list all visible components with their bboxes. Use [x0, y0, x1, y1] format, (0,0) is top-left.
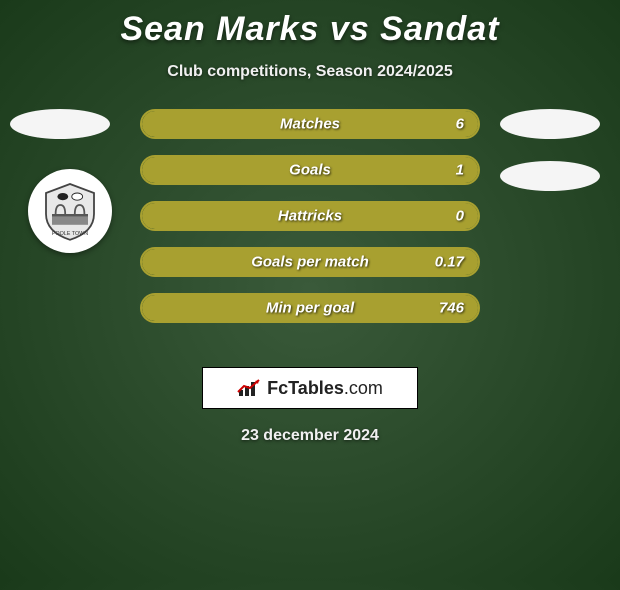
stat-bar-value: 6	[456, 116, 464, 133]
stat-bar-value: 746	[439, 300, 464, 317]
svg-text:POOLE TOWN: POOLE TOWN	[52, 231, 88, 237]
right-player-ellipse-1	[500, 109, 600, 139]
stat-bar-value: 0.17	[435, 254, 464, 271]
stat-bar-hattricks: Hattricks 0	[140, 201, 480, 231]
stat-bar-matches: Matches 6	[140, 109, 480, 139]
brand-box[interactable]: FcTables.com	[202, 367, 418, 409]
left-player-ellipse	[10, 109, 110, 139]
stat-bar-label: Goals	[289, 162, 331, 179]
stat-bar-label: Hattricks	[278, 208, 342, 225]
left-player-badge: POOLE TOWN	[28, 169, 112, 253]
stat-bar-goals_per_match: Goals per match 0.17	[140, 247, 480, 277]
stat-bar-value: 1	[456, 162, 464, 179]
stat-bar-label: Matches	[280, 116, 340, 133]
stat-bar-label: Goals per match	[251, 254, 369, 271]
stat-bar-goals: Goals 1	[140, 155, 480, 185]
subtitle: Club competitions, Season 2024/2025	[0, 63, 620, 81]
page-title: Sean Marks vs Sandat	[0, 10, 620, 49]
stat-bar-value: 0	[456, 208, 464, 225]
club-crest-icon: POOLE TOWN	[40, 181, 100, 241]
stat-bars: Matches 6 Goals 1 Hattricks 0 Goals per match 0…	[140, 109, 480, 323]
bar-chart-icon	[237, 378, 261, 398]
right-player-ellipse-2	[500, 161, 600, 191]
stat-bar-min_per_goal: Min per goal 746	[140, 293, 480, 323]
brand-name: FcTables	[267, 378, 344, 398]
comparison-arena: POOLE TOWN Matches 6 Goals 1 Hattricks 0 Goals…	[0, 109, 620, 349]
date-line: 23 december 2024	[0, 427, 620, 445]
brand-suffix: .com	[344, 378, 383, 398]
stat-bar-label: Min per goal	[266, 300, 354, 317]
brand-text: FcTables.com	[267, 378, 383, 399]
